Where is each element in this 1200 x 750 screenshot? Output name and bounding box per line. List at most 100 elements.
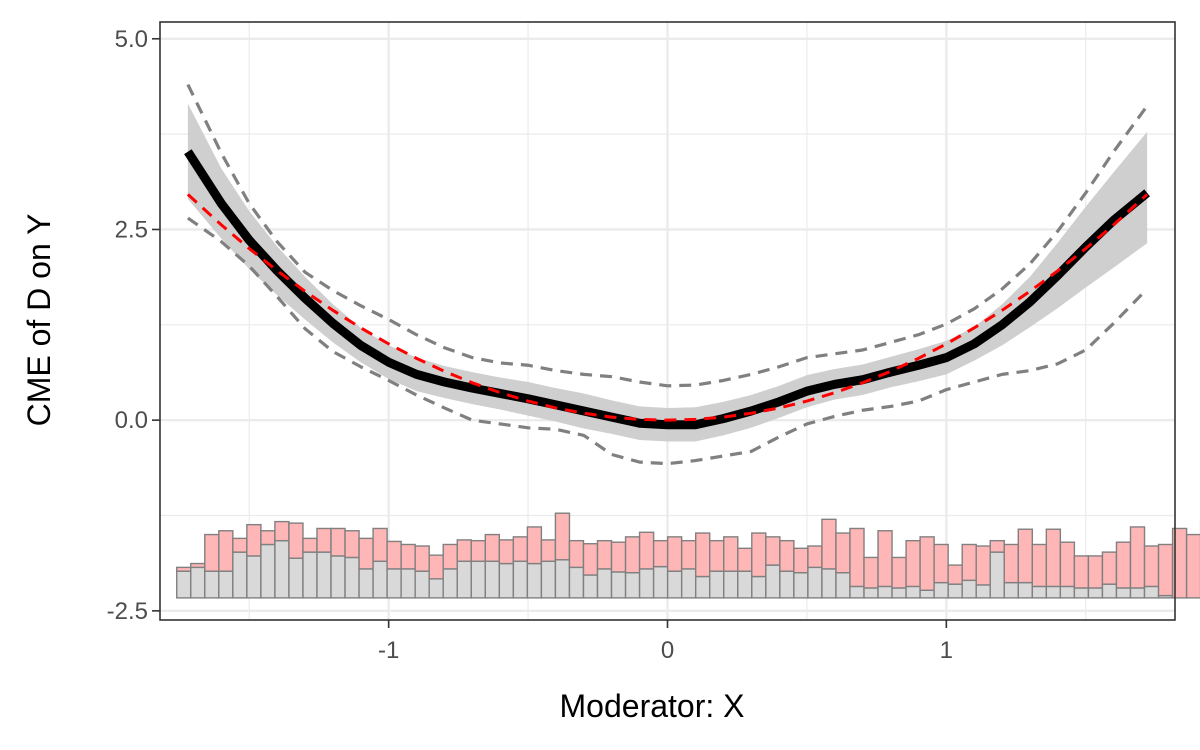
histogram-bar-treated <box>1157 543 1174 597</box>
histogram-bar-control <box>582 574 599 599</box>
histogram-bar-treated <box>779 539 795 572</box>
histogram-bar-treated <box>582 543 599 576</box>
histogram-bar-control <box>526 562 543 599</box>
histogram-bar-control <box>372 560 388 599</box>
histogram-bar-treated <box>1185 533 1200 599</box>
histogram-bar-control <box>456 560 472 599</box>
x-tick-label: 0 <box>661 637 674 664</box>
histogram-bar-control <box>442 568 458 599</box>
histogram-bar-treated <box>316 527 332 553</box>
histogram-bar-control <box>330 555 346 599</box>
histogram-bar-treated <box>1031 543 1048 588</box>
histogram-bar-treated <box>989 539 1005 553</box>
histogram-bar-control <box>849 585 865 599</box>
histogram-bar-treated <box>905 539 921 588</box>
histogram-bar-control <box>905 585 921 599</box>
histogram-bar-control <box>624 572 641 599</box>
histogram-bar-control <box>751 575 767 599</box>
histogram-bar-control <box>470 560 487 599</box>
x-axis-title: Moderator: X <box>560 688 745 724</box>
histogram-bar-treated <box>610 541 627 573</box>
histogram-bar-treated <box>961 543 977 582</box>
histogram-bar-treated <box>1087 555 1104 589</box>
histogram-bar-control <box>260 543 276 599</box>
histogram-bar-treated <box>1115 541 1132 589</box>
x-tick-label: 1 <box>940 637 953 664</box>
histogram-bar-control <box>779 570 795 599</box>
histogram-bar-treated <box>652 539 669 568</box>
histogram-bar-treated <box>414 545 430 572</box>
confidence-band-area <box>187 103 1148 442</box>
histogram-bar-treated <box>821 518 837 570</box>
histogram-bar-treated <box>891 556 907 589</box>
histogram-bar-control <box>638 568 655 599</box>
histogram-bar-control <box>989 551 1005 599</box>
histogram-bar-treated <box>1017 528 1034 584</box>
histogram-bar-control <box>190 566 206 599</box>
histogram-bar-control <box>863 587 879 599</box>
histogram-bar-treated <box>1129 526 1146 589</box>
histogram-bar-control <box>1017 581 1034 599</box>
histogram-bar-control <box>919 589 935 599</box>
histogram-bar-control <box>218 570 234 599</box>
histogram-bar-control <box>512 560 529 599</box>
x-tick-label: -1 <box>378 637 399 664</box>
histogram-bar-treated <box>344 530 360 559</box>
histogram-bar-control <box>1115 587 1132 599</box>
histogram-bar-control <box>204 570 220 599</box>
histogram-bar-treated <box>358 537 374 570</box>
histogram-bar-treated <box>835 532 851 574</box>
histogram-bar-treated <box>709 539 725 572</box>
histogram-bar-treated <box>246 523 262 557</box>
histogram-bar-control <box>176 570 192 599</box>
histogram-bar-treated <box>680 539 697 570</box>
histogram-bar-control <box>358 568 374 599</box>
histogram-bar-treated <box>1073 555 1090 589</box>
histogram-bar-treated <box>372 527 388 562</box>
histogram-bar-treated <box>849 527 865 588</box>
histogram-bar-treated <box>863 556 879 589</box>
histogram-bar-treated <box>386 540 402 570</box>
histogram-bar-treated <box>512 536 529 562</box>
histogram-bar-treated <box>807 545 823 569</box>
histogram-bar-treated <box>554 512 571 561</box>
histogram-bar-control <box>723 570 739 599</box>
histogram-bar-treated <box>274 520 290 542</box>
histogram-bar-control <box>1045 585 1062 599</box>
histogram-bar-treated <box>190 562 206 569</box>
histogram-bar-treated <box>568 539 585 569</box>
histogram-bar-treated <box>288 522 304 559</box>
histogram-bar-control <box>554 559 571 599</box>
histogram-bar-treated <box>428 554 444 580</box>
ci-lower-dashed-line <box>186 216 1149 466</box>
histogram-bar-control <box>933 581 949 599</box>
y-axis-title: CME of D on Y <box>21 214 57 427</box>
histogram-bar-treated <box>919 536 935 591</box>
histogram-bar-control <box>1003 581 1019 599</box>
histogram-bar-treated <box>456 539 472 562</box>
histogram-bar-control <box>540 560 557 599</box>
histogram-bar-treated <box>302 537 318 553</box>
histogram-bar-control <box>1031 585 1048 599</box>
histogram-bar-control <box>1087 587 1104 599</box>
histogram-bar-treated <box>596 539 613 570</box>
histogram-bar-control <box>274 539 290 599</box>
histogram-bar-control <box>807 566 823 599</box>
confidence-band <box>187 103 1148 442</box>
y-tick-label: 5.0 <box>115 26 148 53</box>
histogram-bar-control <box>961 579 977 599</box>
histogram-bar-control <box>1059 585 1076 599</box>
histogram-bar-control <box>428 578 444 599</box>
histogram-bar-treated <box>484 533 501 562</box>
histogram-bar-treated <box>540 539 557 562</box>
histogram-bar-control <box>484 560 501 599</box>
histogram-bar-control <box>316 551 332 599</box>
histogram-bar-treated <box>232 537 248 553</box>
histogram-bar-treated <box>975 545 991 586</box>
histogram-bar-control <box>666 570 683 599</box>
histogram-bar-control <box>344 556 360 599</box>
histogram-bar-control <box>1101 583 1118 599</box>
histogram-bar-control <box>232 551 248 599</box>
histogram-bar-control <box>1129 587 1146 599</box>
histogram-bar-treated <box>442 543 458 570</box>
